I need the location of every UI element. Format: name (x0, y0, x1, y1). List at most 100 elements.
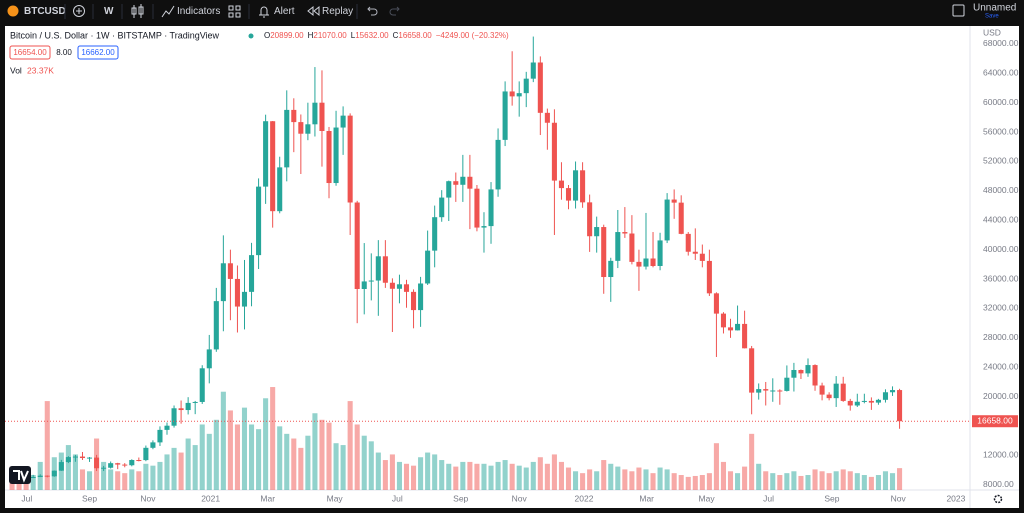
bid-box[interactable] (9, 45, 51, 60)
volume-bar (199, 424, 205, 490)
settings-button[interactable] (993, 494, 1003, 504)
volume-bar (882, 471, 889, 490)
candle-body (192, 401, 198, 403)
volume-bar (629, 471, 635, 490)
candle-body (516, 93, 522, 97)
candle-body (129, 460, 135, 466)
candle-body (340, 115, 346, 128)
interval[interactable]: W (104, 6, 114, 17)
volume-bar (713, 443, 719, 490)
layout-name[interactable]: Unnamed (973, 3, 1016, 14)
volume-bar (305, 435, 311, 490)
candle-body (425, 250, 431, 284)
volume-bar (446, 463, 452, 490)
candle-body (319, 102, 325, 131)
volume-bar (122, 473, 128, 490)
candle-body (798, 369, 804, 374)
volume-bar (319, 419, 325, 490)
candle-body (530, 62, 536, 79)
candle-body (171, 408, 177, 426)
candle-body (615, 232, 621, 261)
candle-body (396, 284, 402, 289)
y-tick-label: 40000.00 (983, 244, 1019, 254)
x-tick-label: May (327, 493, 344, 503)
x-tick-label: Mar (639, 493, 654, 503)
volume-bar (636, 467, 642, 490)
candle-body (157, 429, 163, 443)
chart-type-button[interactable] (131, 4, 144, 18)
volume-bar (784, 473, 790, 490)
volume-bar (439, 460, 445, 490)
volume-bar (340, 445, 346, 490)
undo-button[interactable] (367, 6, 378, 16)
candle-body (763, 389, 769, 391)
candle-body (558, 180, 564, 189)
x-tick-label: Jul (392, 493, 403, 503)
candle-body (622, 232, 628, 234)
replay-button[interactable]: Replay (322, 6, 353, 17)
volume-bar (241, 407, 248, 490)
volume-bar (777, 475, 783, 490)
x-tick-label: Nov (140, 493, 156, 503)
candle-body (678, 202, 684, 234)
redo-button[interactable] (389, 6, 400, 16)
compare-button[interactable] (73, 5, 85, 17)
volume-bar (826, 473, 832, 490)
layout-button[interactable] (952, 4, 965, 17)
y-tick-label: 28000.00 (983, 332, 1019, 342)
candle-body (784, 377, 790, 391)
y-tick-label: 48000.00 (983, 185, 1019, 195)
volume-bar (798, 475, 804, 490)
candle-body (692, 251, 698, 254)
legend-value: 15632.00 (355, 31, 389, 40)
candle-body (706, 260, 712, 294)
volume-bar (671, 473, 677, 490)
volume-bar (277, 426, 283, 490)
candle-body (51, 470, 57, 477)
candle-body (382, 256, 388, 283)
x-tick-label: Jul (21, 493, 32, 503)
volume-bar (861, 475, 867, 490)
volume-bar (544, 463, 550, 490)
volume-bar (361, 435, 367, 490)
ask-box[interactable] (77, 45, 119, 60)
candle-body (178, 408, 184, 411)
volume-bar (354, 424, 360, 490)
volume-bar (79, 469, 86, 490)
volume-bar (108, 469, 114, 490)
candle-body (213, 301, 219, 350)
candle-body (826, 394, 832, 399)
y-tick-label: 32000.00 (983, 303, 1019, 313)
save-button[interactable]: Save (985, 14, 999, 20)
candle-body (44, 475, 50, 477)
plot (5, 36, 970, 490)
volume-bar (227, 410, 233, 490)
candle-body (565, 188, 572, 201)
symbol[interactable]: BTCUSD (24, 6, 66, 17)
volume-bar (185, 438, 191, 490)
legend-key: H (308, 31, 314, 40)
volume-bar (256, 429, 262, 490)
candle-body (368, 280, 374, 282)
candle-body (685, 233, 691, 252)
currency[interactable]: USD (983, 27, 1001, 37)
volume-bar (263, 398, 269, 490)
candle-body (72, 456, 78, 458)
volume-bar (897, 468, 903, 490)
candle-body (537, 62, 543, 113)
volume-bar (727, 471, 734, 490)
templates-button[interactable] (228, 5, 241, 18)
candle-body (819, 385, 825, 395)
x-tick-label: Nov (891, 493, 907, 503)
indicators-button[interactable]: Indicators (177, 6, 220, 17)
volume-bar (347, 401, 353, 490)
volume-bar (326, 422, 332, 490)
candle-body (727, 327, 734, 331)
alert-button[interactable]: Alert (274, 6, 295, 17)
volume-bar (425, 452, 431, 490)
last-price-box (972, 415, 1018, 428)
x-tick-label: Mar (260, 493, 275, 503)
volume-bar (474, 463, 480, 490)
volume-bar (756, 463, 762, 490)
